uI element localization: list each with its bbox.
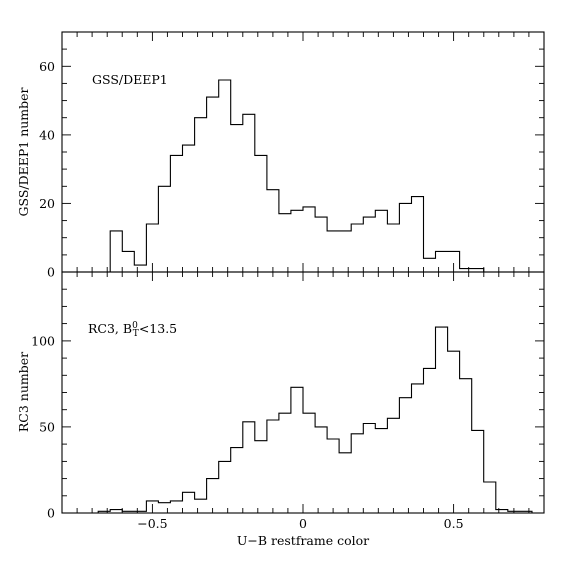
top-bin-15 <box>291 210 303 272</box>
bottom-panel-annotation: RC3, B0 T<13.5 <box>88 321 177 339</box>
top-bin-20 <box>351 224 363 272</box>
bottom-bin-9 <box>207 479 219 513</box>
top-panel: 0 20 40 60 GSS/DEEP1 GSS/DEEP1 number <box>16 31 545 280</box>
top-bin-19 <box>339 231 351 272</box>
bottom-bin-16 <box>291 387 303 513</box>
bottom-bin-18 <box>315 427 327 513</box>
bottom-y-tick-label: 0 <box>47 506 55 521</box>
bottom-bin-28 <box>436 327 448 513</box>
bottom-histogram-outline <box>97 326 533 513</box>
bottom-y-tick-label: 50 <box>39 419 55 434</box>
top-bin-10 <box>231 125 243 272</box>
top-bin-2 <box>134 265 146 272</box>
top-bin-27 <box>436 251 448 272</box>
top-bin-8 <box>207 97 219 272</box>
bottom-bin-27 <box>424 368 436 513</box>
bottom-bin-5 <box>158 503 170 513</box>
x-axis-label: U−B restframe color <box>237 533 369 548</box>
bottom-bin-8 <box>195 499 207 513</box>
bottom-bin-13 <box>255 441 267 513</box>
top-bin-0 <box>110 231 122 272</box>
top-y-tick-label: 60 <box>39 59 55 74</box>
bottom-bin-22 <box>363 424 375 514</box>
bottom-bin-30 <box>460 379 472 513</box>
bottom-y-axis-label: RC3 number <box>16 352 31 432</box>
bottom-bin-20 <box>339 453 351 513</box>
x-tick-label: 0.5 <box>444 516 464 531</box>
x-tick-label: −0.5 <box>137 516 167 531</box>
top-bin-12 <box>255 155 267 272</box>
bottom-y-tick-labels: 0 50 100 <box>31 333 55 520</box>
bottom-panel: 0 50 100 −0.5 0 0.5 RC3, B0 T<13.5 RC3 number… <box>16 271 545 548</box>
top-bin-17 <box>315 217 327 272</box>
top-y-tick-labels: 0 20 40 60 <box>39 59 55 280</box>
top-y-axis-label: GSS/DEEP1 number <box>16 87 31 216</box>
bottom-bin-23 <box>375 429 387 513</box>
bottom-bin-17 <box>303 413 315 513</box>
top-bin-18 <box>327 231 339 272</box>
bottom-bin-24 <box>387 418 399 513</box>
bottom-bin-12 <box>243 422 255 513</box>
top-bin-5 <box>170 155 182 272</box>
bottom-bin-11 <box>231 448 243 513</box>
top-bin-11 <box>243 114 255 272</box>
top-bin-14 <box>279 214 291 272</box>
top-y-tick-label: 20 <box>39 196 55 211</box>
top-y-tick-label: 40 <box>39 127 55 142</box>
bottom-bin-6 <box>170 501 182 513</box>
top-histogram-outline <box>109 79 485 272</box>
top-y-tick-label: 0 <box>47 265 55 280</box>
top-bin-23 <box>387 224 399 272</box>
top-bin-16 <box>303 207 315 272</box>
bottom-bin-29 <box>448 351 460 513</box>
bottom-bin-15 <box>279 413 291 513</box>
top-histogram-bins <box>110 80 484 272</box>
top-bin-24 <box>399 203 411 272</box>
bottom-y-tick-label: 100 <box>31 333 55 348</box>
top-bin-22 <box>375 210 387 272</box>
top-bin-4 <box>158 186 170 272</box>
bottom-bin-14 <box>267 420 279 513</box>
bottom-x-tick-labels: −0.5 0 0.5 <box>137 516 463 531</box>
top-ticks <box>61 31 545 273</box>
bottom-ticks <box>61 271 545 514</box>
bottom-bin-31 <box>472 430 484 513</box>
bottom-bin-21 <box>351 434 363 513</box>
top-bin-6 <box>183 145 195 272</box>
top-bin-7 <box>195 118 207 272</box>
bottom-bin-25 <box>399 398 411 513</box>
bottom-bin-26 <box>412 384 424 513</box>
top-bin-9 <box>219 80 231 272</box>
top-bin-13 <box>267 190 279 272</box>
top-plot-frame <box>61 31 545 273</box>
top-bin-26 <box>424 258 436 272</box>
top-bin-21 <box>363 217 375 272</box>
bottom-bin-32 <box>484 482 496 513</box>
bottom-bin-10 <box>219 461 231 513</box>
top-panel-annotation: GSS/DEEP1 <box>92 72 168 87</box>
bottom-bin-7 <box>183 492 195 513</box>
top-bin-1 <box>122 251 134 272</box>
bottom-bin-19 <box>327 439 339 513</box>
top-bin-25 <box>412 197 424 272</box>
x-tick-label: 0 <box>299 516 307 531</box>
